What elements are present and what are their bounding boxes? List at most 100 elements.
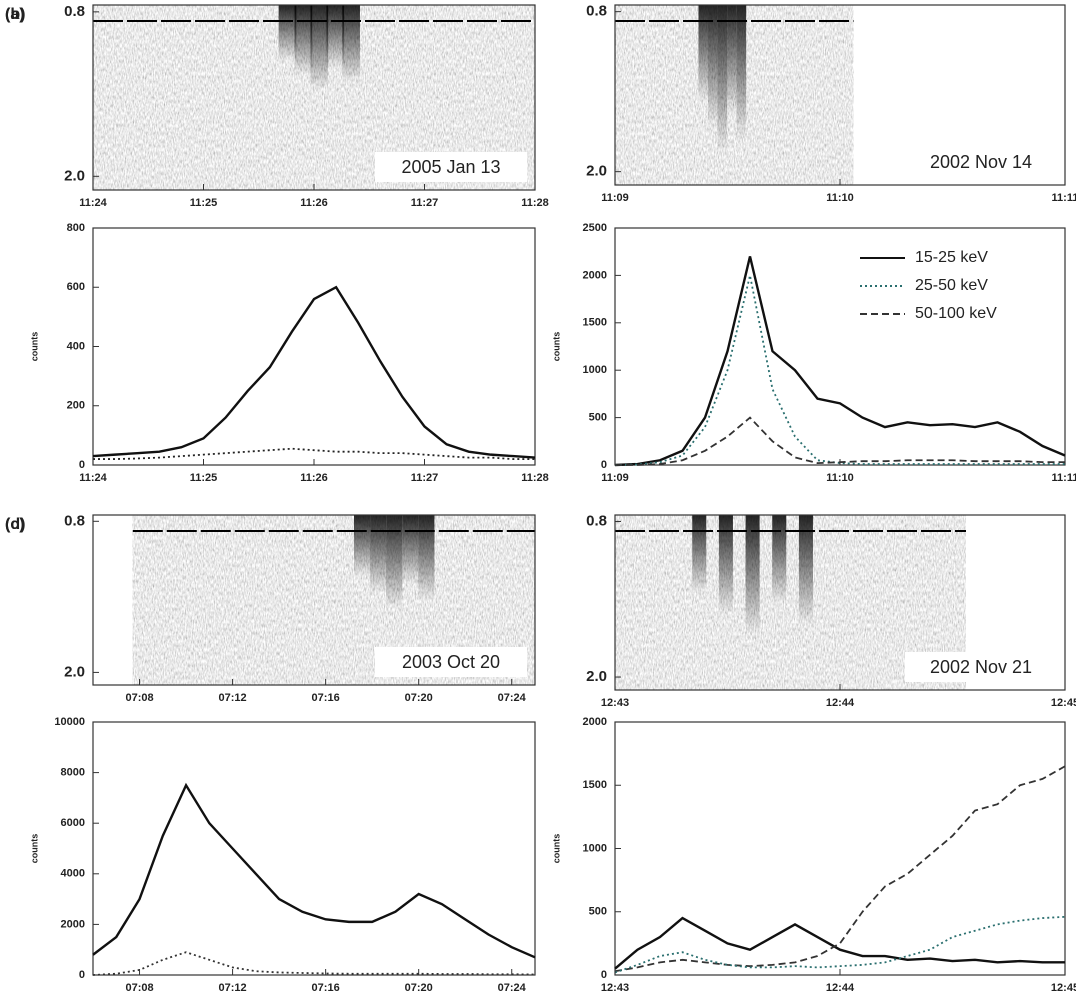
x-tick-label: 07:24 — [498, 982, 527, 994]
burst-streak — [692, 515, 707, 594]
frame — [92, 227, 536, 466]
legend-label: 50-100 keV — [915, 305, 997, 322]
y-tick-label: 4000 — [61, 868, 85, 880]
frame — [614, 721, 1066, 976]
x-tick-label: 07:16 — [312, 982, 340, 994]
date-annotation: 2003 Oct 20 — [402, 652, 500, 672]
x-tick-label: 12:45 — [1051, 982, 1076, 994]
y-tick-label: 0 — [79, 969, 85, 981]
y-tick-label: 500 — [589, 412, 607, 424]
x-tick-label: 07:16 — [312, 692, 340, 704]
burst-streak — [386, 515, 403, 609]
legend-label: 25-50 keV — [915, 277, 988, 294]
burst-streak — [418, 515, 435, 601]
annotation-box — [905, 147, 1057, 177]
burst-streak — [354, 515, 371, 577]
panel-label: (c) — [5, 516, 25, 533]
y-axis-label: counts — [29, 332, 39, 362]
x-tick-label: 11:28 — [521, 197, 549, 209]
x-tick-label: 07:12 — [219, 982, 247, 994]
light-curve — [614, 916, 1065, 970]
x-tick-label: 12:44 — [826, 697, 855, 709]
burst-streak — [745, 515, 760, 636]
x-tick-label: 11:09 — [601, 472, 629, 484]
x-tick-label: 11:27 — [411, 472, 439, 484]
burst-streak — [402, 515, 419, 585]
x-tick-label: 11:09 — [601, 192, 629, 204]
panel-label: (b) — [5, 6, 25, 23]
x-tick-label: 07:24 — [498, 692, 527, 704]
y-tick-label: 400 — [67, 340, 85, 352]
x-tick-label: 07:20 — [405, 692, 433, 704]
y-tick-label: 8000 — [61, 767, 85, 779]
light-curve — [93, 447, 535, 460]
y-tick-label: 200 — [67, 400, 85, 412]
x-tick-label: 11:26 — [300, 472, 328, 484]
light-curve — [614, 275, 1065, 466]
frame — [614, 227, 1066, 466]
burst-streak — [698, 5, 709, 103]
y-tick-label: 2.0 — [64, 167, 85, 184]
x-tick-label: 11:25 — [190, 472, 218, 484]
x-tick-label: 12:43 — [601, 697, 629, 709]
annotation-box — [905, 652, 1057, 682]
y-tick-label: 0 — [601, 459, 607, 471]
y-tick-label: 2.0 — [64, 663, 85, 680]
x-tick-label: 11:11 — [1052, 192, 1076, 204]
annotation-box — [375, 152, 527, 182]
x-tick-label: 11:10 — [826, 192, 854, 204]
x-tick-label: 07:08 — [125, 982, 153, 994]
light-curve — [92, 782, 536, 959]
y-tick-label: 2000 — [583, 716, 607, 728]
burst-streak — [736, 5, 747, 142]
date-annotation: 2002 Nov 21 — [930, 657, 1032, 677]
x-tick-label: 11:24 — [79, 197, 107, 209]
y-tick-label: 0.8 — [586, 512, 607, 529]
x-tick-label: 11:28 — [521, 472, 549, 484]
y-tick-label: 6000 — [61, 817, 85, 829]
panel-label: (d) — [5, 516, 25, 533]
x-tick-label: 11:10 — [826, 472, 854, 484]
y-tick-label: 1000 — [583, 364, 607, 376]
y-tick-label: 1000 — [583, 842, 607, 854]
y-tick-label: 1500 — [583, 779, 607, 791]
y-tick-label: 10000 — [54, 716, 85, 728]
y-axis-label: counts — [551, 332, 561, 362]
x-tick-label: 11:24 — [79, 472, 107, 484]
y-tick-label: 0 — [79, 459, 85, 471]
light-curve — [92, 285, 536, 459]
x-tick-label: 11:27 — [411, 197, 439, 209]
date-annotation: 2002 Nov 14 — [930, 152, 1032, 172]
y-tick-label: 1500 — [583, 317, 607, 329]
y-tick-label: 2000 — [61, 918, 85, 930]
y-tick-label: 2.0 — [586, 668, 607, 685]
x-tick-label: 07:08 — [125, 692, 153, 704]
x-tick-label: 12:45 — [1051, 697, 1076, 709]
x-tick-label: 11:11 — [1052, 472, 1076, 484]
y-tick-label: 0 — [601, 969, 607, 981]
burst-streak — [310, 5, 329, 91]
annotation-box — [375, 647, 527, 677]
y-axis-label: counts — [551, 834, 561, 864]
burst-streak — [278, 5, 297, 61]
y-tick-label: 2000 — [583, 269, 607, 281]
burst-streak — [727, 5, 737, 116]
x-tick-label: 11:25 — [190, 197, 218, 209]
y-tick-label: 500 — [589, 906, 607, 918]
y-tick-label: 600 — [67, 281, 85, 293]
x-tick-label: 07:20 — [405, 982, 433, 994]
x-tick-label: 07:12 — [219, 692, 247, 704]
burst-streak — [370, 515, 387, 593]
y-tick-label: 0.8 — [64, 3, 85, 20]
light-curve — [92, 951, 536, 976]
y-tick-label: 0.8 — [586, 3, 607, 20]
burst-streak — [772, 515, 787, 605]
y-tick-label: 0.8 — [64, 512, 85, 529]
x-tick-label: 12:43 — [601, 982, 629, 994]
frame — [92, 721, 536, 976]
y-tick-label: 2500 — [583, 222, 607, 234]
burst-streak — [717, 5, 728, 155]
light-curve — [614, 915, 1066, 974]
panel-label: (a) — [5, 6, 25, 23]
light-curve — [614, 256, 1066, 467]
